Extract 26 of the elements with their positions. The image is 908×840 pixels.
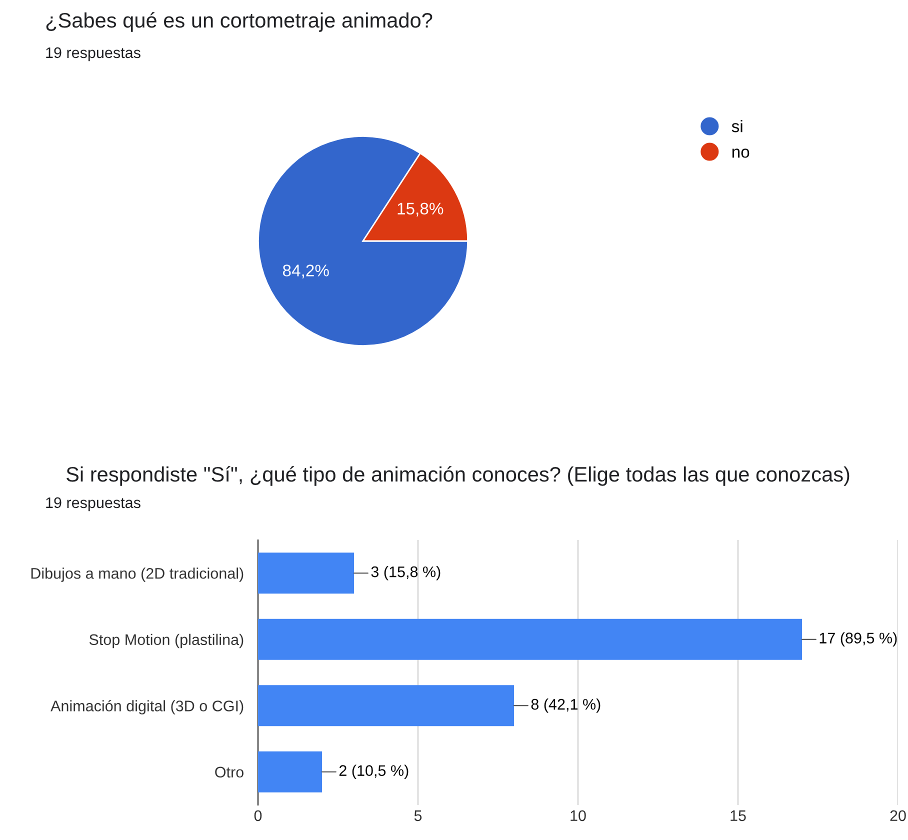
chart-title: Si respondiste "Sí", ¿qué tipo de animación conoces? (Elige todas las que conozcas) bbox=[66, 466, 850, 486]
x-tick-label: 15 bbox=[730, 810, 746, 822]
bar bbox=[258, 751, 322, 792]
text: 19 respuestas bbox=[46, 497, 140, 512]
x-tick-label: 0 bbox=[254, 810, 262, 822]
data-label: 17 (89,5 %) bbox=[820, 632, 897, 646]
bar bbox=[258, 552, 354, 594]
data-label: 2 (10,5 %) bbox=[339, 764, 408, 779]
text: 19 respuestas bbox=[46, 47, 140, 62]
chart-title: ¿Sabes qué es un cortometraje animado? bbox=[46, 12, 432, 32]
bar bbox=[258, 618, 802, 660]
data-label: 8 (42,1 %) bbox=[531, 698, 600, 713]
x-tick-label: 5 bbox=[414, 810, 422, 822]
data-label: 15,8% bbox=[398, 202, 444, 216]
x-tick-label: 20 bbox=[890, 810, 906, 822]
pie-slice bbox=[258, 136, 468, 346]
y-tick-label: Animación digital (3D o CGI) bbox=[50, 700, 244, 714]
legend-label: no bbox=[732, 148, 750, 158]
bar bbox=[258, 685, 514, 726]
legend-label: si bbox=[732, 120, 742, 132]
y-tick-label: Stop Motion (plastilina) bbox=[89, 634, 244, 648]
data-label: 84,2% bbox=[282, 264, 329, 278]
y-tick-label: Dibujos a mano (2D tradicional) bbox=[31, 568, 244, 582]
data-label: 3 (15,8 %) bbox=[371, 566, 440, 580]
x-tick-label: 10 bbox=[570, 810, 586, 822]
y-tick-label: Otro bbox=[215, 766, 244, 778]
